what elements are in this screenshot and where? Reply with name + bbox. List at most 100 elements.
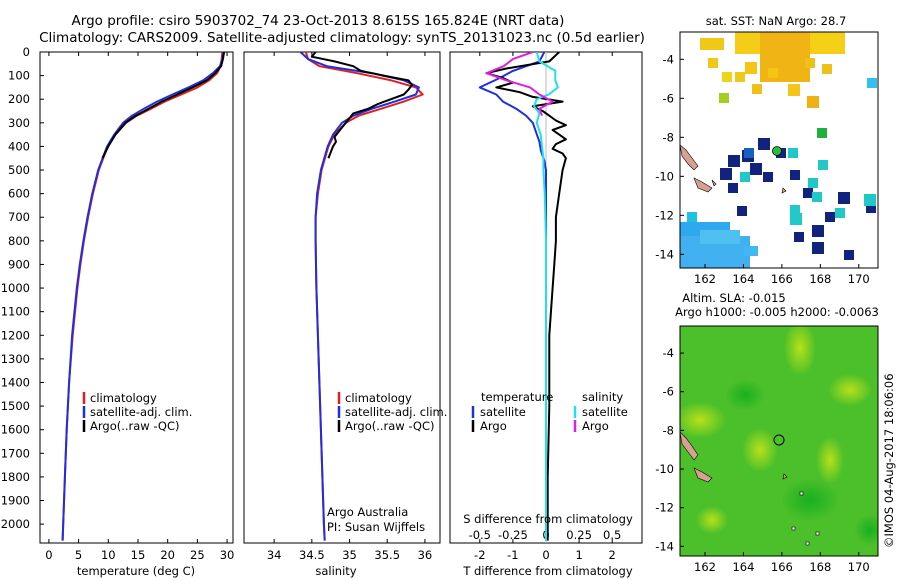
x-tick-label: -2 [474,548,485,562]
x-tick-label: 35.5 [374,548,400,562]
legend-label-sal-satellite: satellite [582,405,628,419]
depth-tick-label: 400 [8,139,30,153]
map-x-tick-label: 162 [694,272,716,286]
map-y-tick-label: -8 [663,423,674,437]
sla-map-title2: Argo h1000: -0.005 h2000: -0.0063 [675,305,879,319]
depth-tick-label: 300 [8,116,30,130]
sla-map [680,326,878,556]
depth-tick-label: 500 [8,163,30,177]
depth-tick-label: 1100 [1,305,30,319]
series-salinity-satellite [533,52,559,541]
temperature-panel [39,51,234,544]
salinity-chart: 34 34.5 35 35.5 36 [267,52,432,562]
x-tick-label: 36 [418,548,433,562]
x-tick-label: 25 [190,548,205,562]
series-group [61,52,226,541]
x-tick-label: 0 [542,548,549,562]
x-tick-label: 10 [101,548,116,562]
map-x-tick-label: 166 [771,272,793,286]
map-x-tick-label: 170 [848,272,870,286]
map-x-tick-label: 168 [809,560,831,574]
x-tick-label: 34.5 [299,548,325,562]
legend-title-temperature: temperature [481,390,553,404]
legend-label-satellite: satellite-adj. clim. [345,405,447,419]
depth-tick-label: 100 [8,69,30,83]
difference-legend: temperature salinity satellite Argo sate… [471,390,628,433]
map-x-tick-label: 170 [848,560,870,574]
depth-tick-label: 1700 [1,446,30,460]
credit-line2: PI: Susan Wijffels [327,520,425,534]
map-x-tick-label: 164 [732,560,754,574]
depth-tick-label: 900 [8,257,30,271]
legend-label-argo: Argo(..raw -QC) [90,419,180,433]
legend-label-temp-satellite: satellite [480,405,526,419]
map-y-tick-label: -8 [663,130,674,144]
depth-tick-label: 1500 [1,399,30,413]
legend-label-climatology: climatology [90,391,157,405]
x-tick-label: 30 [220,548,235,562]
sla-specks [791,491,820,546]
map-x-tick-label: 168 [809,272,831,286]
temperature-axis-label: temperature (deg C) [77,564,195,578]
x-tick-label: 2 [609,548,616,562]
depth-tick-label: 1300 [1,352,30,366]
sst-cyan-region [680,148,758,268]
temperature-legend: climatology satellite-adj. clim. Argo(..… [82,391,192,433]
series-group [299,52,424,541]
sla-map-title1: Altim. SLA: -0.015 [682,291,786,305]
legend-label-satellite: satellite-adj. clim. [90,405,192,419]
s-tick-label: -0.5 [469,528,491,542]
map-x-tick-label: 162 [694,560,716,574]
s-axis-label: S difference from climatology [463,512,633,526]
x-tick-label: 34 [267,548,282,562]
s-tick-label: -0.25 [498,528,528,542]
depth-tick-label: 700 [8,210,30,224]
legend-label-sal-argo: Argo [582,419,609,433]
sst-map [680,32,878,268]
depth-tick-label: 1400 [1,375,30,389]
sst-map-ticks: 162 164 166 168 170 -4 -6 -8 -10 -12 -14 [655,52,870,286]
depth-axis: 0 100 200 300 400 500 600 700 800 900 1000 1100 1200… [1,45,44,531]
depth-tick-label: 1900 [1,494,30,508]
map-x-tick-label: 164 [732,272,754,286]
sst-map-frame [679,31,879,269]
legend-label-temp-argo: Argo [480,419,507,433]
map-y-tick-label: -10 [655,462,674,476]
map-x-tick-label: 166 [771,560,793,574]
series-salinity-argo [485,52,554,117]
map-y-tick-label: -6 [663,91,674,105]
series-group [478,52,567,541]
depth-tick-label: 200 [8,92,30,106]
sst-map-title: sat. SST: NaN Argo: 28.7 [706,14,847,28]
sst-teal-squares [740,148,876,225]
sst-warm-patch [700,32,877,138]
series-temperature-argo [485,52,567,541]
x-tick-label: 15 [131,548,146,562]
sla-argo-location [773,434,785,446]
x-tick-label: 0 [45,548,52,562]
map-y-tick-label: -12 [655,501,674,515]
map-y-tick-label: -12 [655,208,674,222]
figure-title-line1: Argo profile: csiro 5903702_74 23-Oct-20… [72,13,565,29]
map-y-tick-label: -4 [663,52,674,66]
depth-tick-label: 1000 [1,281,30,295]
legend-title-salinity: salinity [582,390,623,404]
depth-tick-label: 800 [8,234,30,248]
salinity-axis-label: salinity [315,564,356,578]
depth-tick-label: 1800 [1,470,30,484]
sst-islands [680,144,787,194]
temperature-chart: 0 5 10 15 20 25 30 [45,52,234,562]
depth-tick-label: 1600 [1,423,30,437]
credit-line1: Argo Australia [327,505,408,519]
x-tick-label: -1 [507,548,518,562]
depth-tick-label: 2000 [1,517,30,531]
x-tick-label: 1 [575,548,582,562]
map-y-tick-label: -14 [655,247,674,261]
s-tick-label: 0.5 [603,528,621,542]
legend-label-climatology: climatology [345,391,412,405]
sla-map-frame [679,325,879,557]
series-satellite-adj-clim [61,52,225,541]
depth-tick-label: 0 [23,45,30,59]
